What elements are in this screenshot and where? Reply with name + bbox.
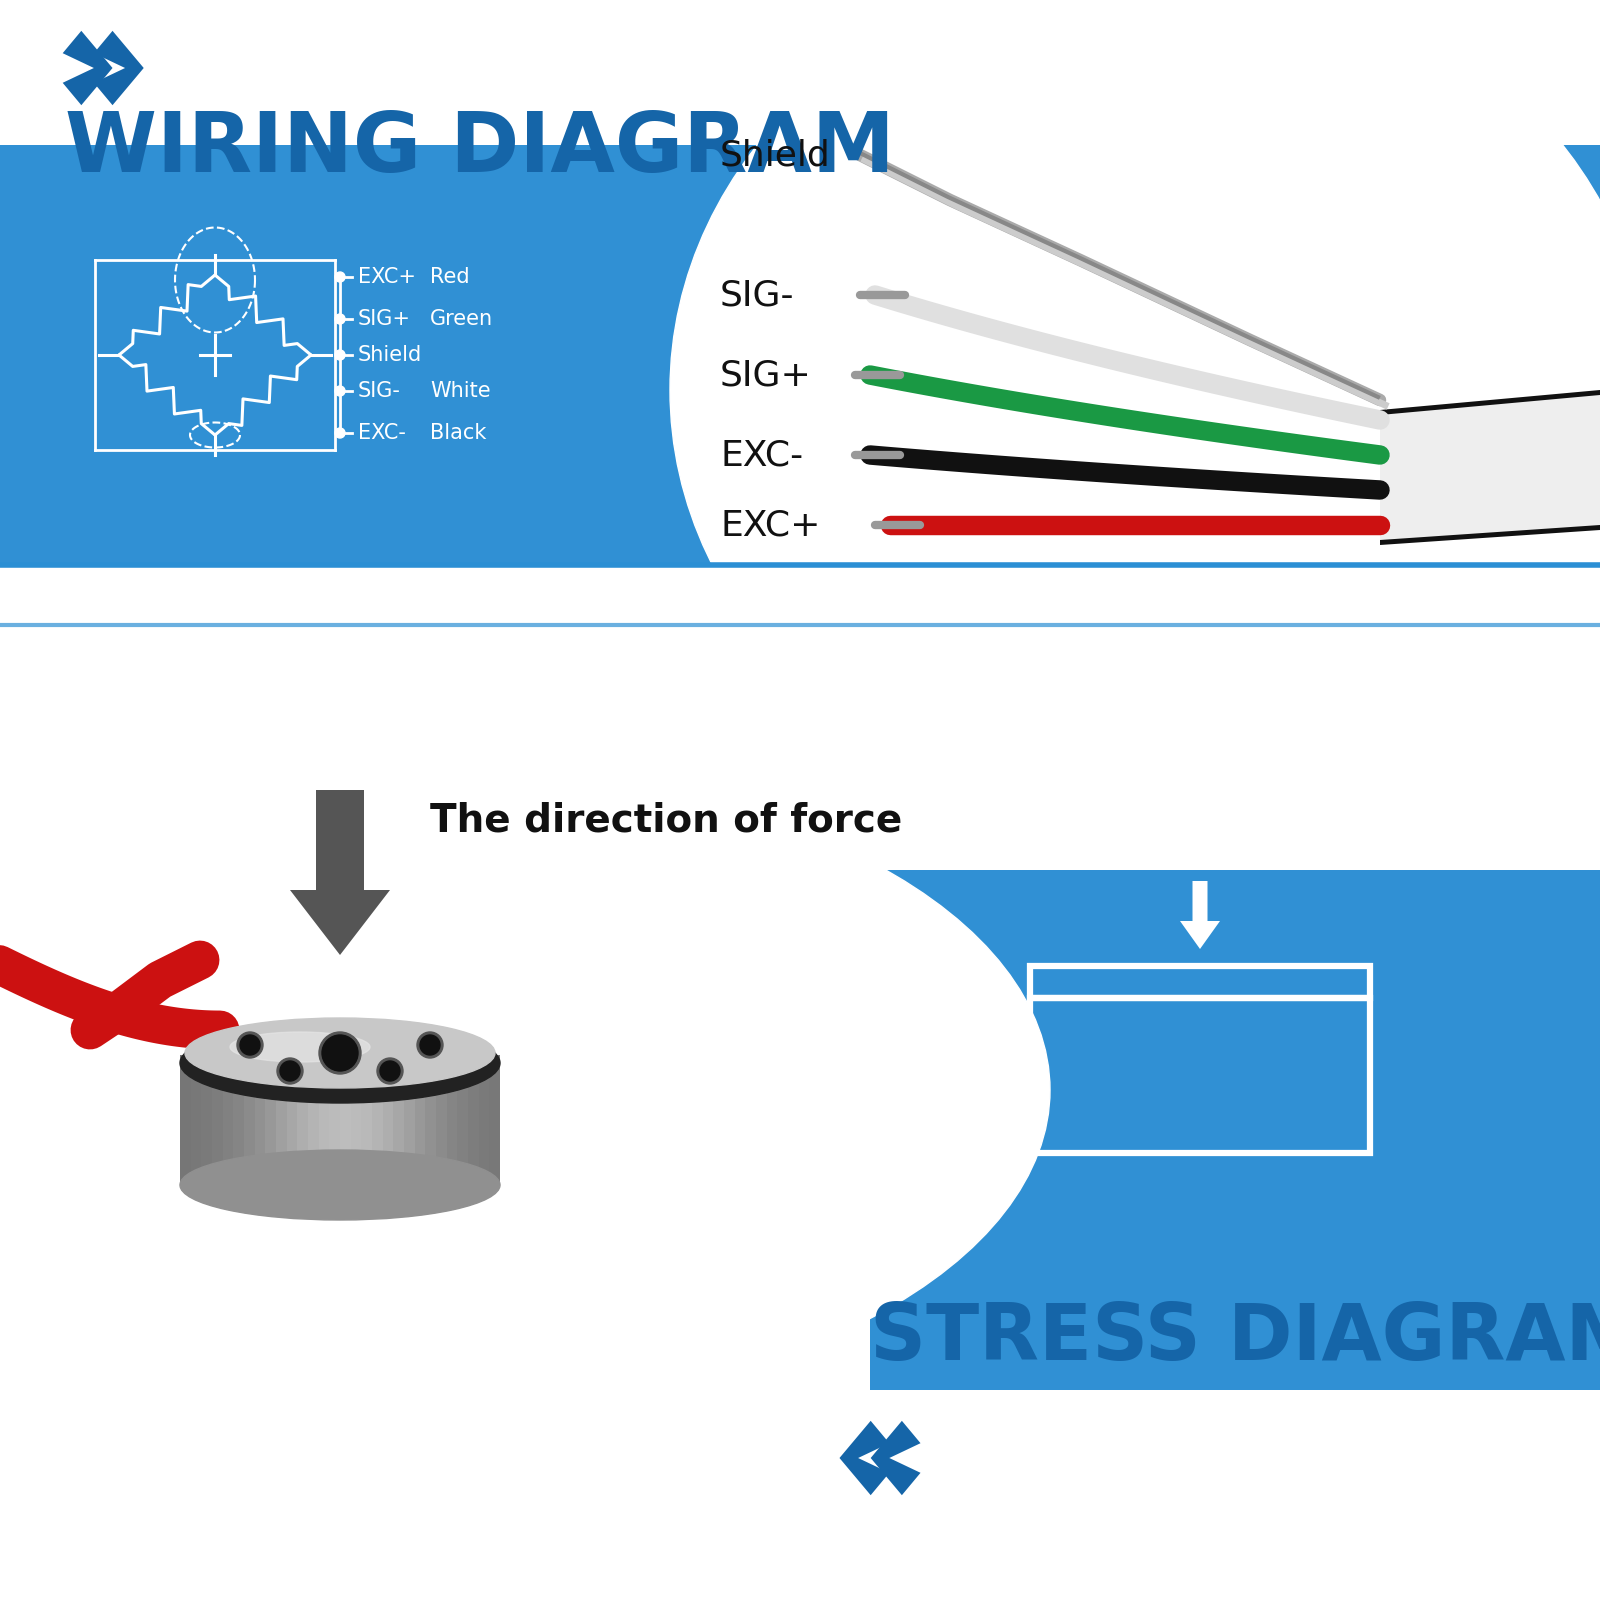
Polygon shape [478, 1054, 490, 1186]
Circle shape [277, 1058, 302, 1085]
Text: Shield: Shield [358, 346, 422, 365]
Polygon shape [870, 870, 1600, 1390]
Polygon shape [330, 1054, 339, 1186]
Text: EXC+: EXC+ [358, 267, 416, 286]
Polygon shape [243, 1054, 254, 1186]
Polygon shape [840, 1421, 890, 1494]
Text: White: White [430, 381, 491, 402]
Polygon shape [426, 1054, 435, 1186]
Ellipse shape [670, 0, 1600, 819]
Polygon shape [394, 1054, 403, 1186]
Polygon shape [0, 146, 1600, 565]
Text: WIRING DIAGRAM: WIRING DIAGRAM [66, 109, 894, 189]
Ellipse shape [179, 1022, 499, 1102]
Polygon shape [1379, 395, 1600, 541]
Circle shape [419, 1035, 440, 1054]
Polygon shape [403, 1054, 414, 1186]
Ellipse shape [179, 1150, 499, 1219]
Text: EXC-: EXC- [358, 422, 406, 443]
Circle shape [240, 1035, 259, 1054]
Polygon shape [362, 1054, 371, 1186]
Polygon shape [190, 1054, 202, 1186]
Polygon shape [254, 1054, 266, 1186]
Polygon shape [458, 1054, 467, 1186]
Polygon shape [339, 1054, 350, 1186]
Polygon shape [277, 1054, 286, 1186]
Polygon shape [286, 1054, 298, 1186]
Circle shape [378, 1058, 403, 1085]
Polygon shape [307, 1054, 318, 1186]
Ellipse shape [0, 770, 1050, 1410]
Circle shape [334, 427, 346, 438]
Polygon shape [446, 1054, 458, 1186]
Polygon shape [467, 1054, 478, 1186]
Text: STRESS DIAGRAM: STRESS DIAGRAM [870, 1299, 1600, 1376]
Text: SIG+: SIG+ [358, 309, 411, 330]
Circle shape [418, 1032, 443, 1058]
Polygon shape [870, 1421, 920, 1494]
Circle shape [334, 272, 346, 282]
Text: EXC-: EXC- [720, 438, 803, 472]
Polygon shape [202, 1054, 211, 1186]
Text: EXC+: EXC+ [720, 509, 821, 542]
FancyArrow shape [1181, 882, 1221, 949]
Text: The direction of force: The direction of force [430, 802, 902, 838]
Text: Shield: Shield [720, 138, 830, 171]
Circle shape [334, 386, 346, 395]
Circle shape [334, 314, 346, 323]
Polygon shape [62, 30, 112, 106]
Polygon shape [1379, 390, 1600, 546]
Polygon shape [94, 30, 144, 106]
Polygon shape [318, 1054, 330, 1186]
Polygon shape [179, 1054, 190, 1186]
Text: Red: Red [430, 267, 470, 286]
Polygon shape [211, 1054, 222, 1186]
Circle shape [237, 1032, 262, 1058]
Circle shape [334, 350, 346, 360]
Text: SIG-: SIG- [720, 278, 795, 312]
Polygon shape [382, 1054, 394, 1186]
Circle shape [322, 1035, 358, 1070]
Polygon shape [222, 1054, 234, 1186]
Ellipse shape [186, 1018, 494, 1088]
Circle shape [381, 1061, 400, 1082]
Polygon shape [435, 1054, 446, 1186]
Circle shape [280, 1061, 301, 1082]
Polygon shape [350, 1054, 362, 1186]
Text: Black: Black [430, 422, 486, 443]
FancyArrow shape [290, 790, 390, 955]
Polygon shape [266, 1054, 277, 1186]
Polygon shape [490, 1054, 499, 1186]
Text: SIG-: SIG- [358, 381, 402, 402]
Polygon shape [414, 1054, 426, 1186]
Ellipse shape [230, 1032, 370, 1062]
Polygon shape [298, 1054, 307, 1186]
Text: SIG+: SIG+ [720, 358, 811, 392]
Polygon shape [371, 1054, 382, 1186]
Polygon shape [234, 1054, 243, 1186]
Text: Green: Green [430, 309, 493, 330]
Circle shape [318, 1032, 362, 1074]
